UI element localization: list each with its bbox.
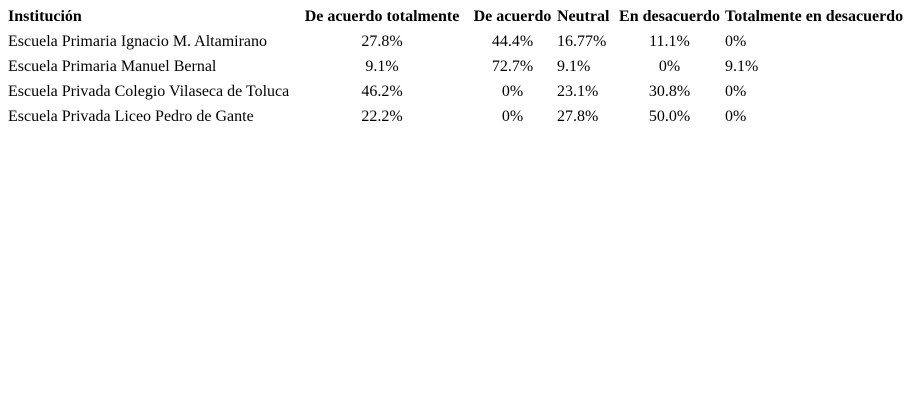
value-cell: 72.7% <box>491 58 534 75</box>
value-cell: 16.77% <box>557 33 607 50</box>
value-cell: 27.8% <box>557 108 599 125</box>
column-header-neutral: Neutral <box>557 8 610 25</box>
table-row: Escuela Primaria Ignacio M. Altamirano 2… <box>8 33 915 58</box>
value-cell: 0% <box>725 83 747 100</box>
value-cell: 27.8% <box>361 33 403 50</box>
value-cell: 50.0% <box>648 108 691 125</box>
header-row: Institución De acuerdo totalmente De acu… <box>8 8 915 33</box>
value-cell: 0% <box>725 33 747 50</box>
table-row: Escuela Privada Liceo Pedro de Gante 22.… <box>8 108 915 133</box>
value-cell: 9.1% <box>365 58 399 75</box>
value-cell: 0% <box>725 108 747 125</box>
institution-name-cell: Escuela Primaria Ignacio M. Altamirano <box>8 33 268 50</box>
institution-name-cell: Escuela Privada Liceo Pedro de Gante <box>8 108 254 125</box>
column-header-de-acuerdo-totalmente: De acuerdo totalmente <box>304 8 460 25</box>
value-cell: 22.2% <box>361 108 403 125</box>
column-header-de-acuerdo: De acuerdo <box>473 8 552 25</box>
column-header-en-desacuerdo: En desacuerdo <box>619 8 720 25</box>
column-header-totalmente-en-desacuerdo: Totalmente en desacuerdo <box>725 8 904 25</box>
value-cell: 0% <box>501 83 524 100</box>
value-cell: 46.2% <box>361 83 403 100</box>
value-cell: 9.1% <box>557 58 591 75</box>
survey-results-table: Institución De acuerdo totalmente De acu… <box>8 8 915 133</box>
value-cell: 44.4% <box>491 33 534 50</box>
table-row: Escuela Privada Colegio Vilaseca de Tolu… <box>8 83 915 108</box>
value-cell: 23.1% <box>557 83 599 100</box>
value-cell: 0% <box>658 58 681 75</box>
value-cell: 9.1% <box>725 58 759 75</box>
column-header-institucion: Institución <box>8 8 82 25</box>
table-row: Escuela Primaria Manuel Bernal 9.1% 72.7… <box>8 58 915 83</box>
value-cell: 30.8% <box>648 83 691 100</box>
institution-name-cell: Escuela Privada Colegio Vilaseca de Tolu… <box>8 83 290 100</box>
value-cell: 11.1% <box>649 33 690 50</box>
institution-name-cell: Escuela Primaria Manuel Bernal <box>8 58 217 75</box>
value-cell: 0% <box>501 108 524 125</box>
